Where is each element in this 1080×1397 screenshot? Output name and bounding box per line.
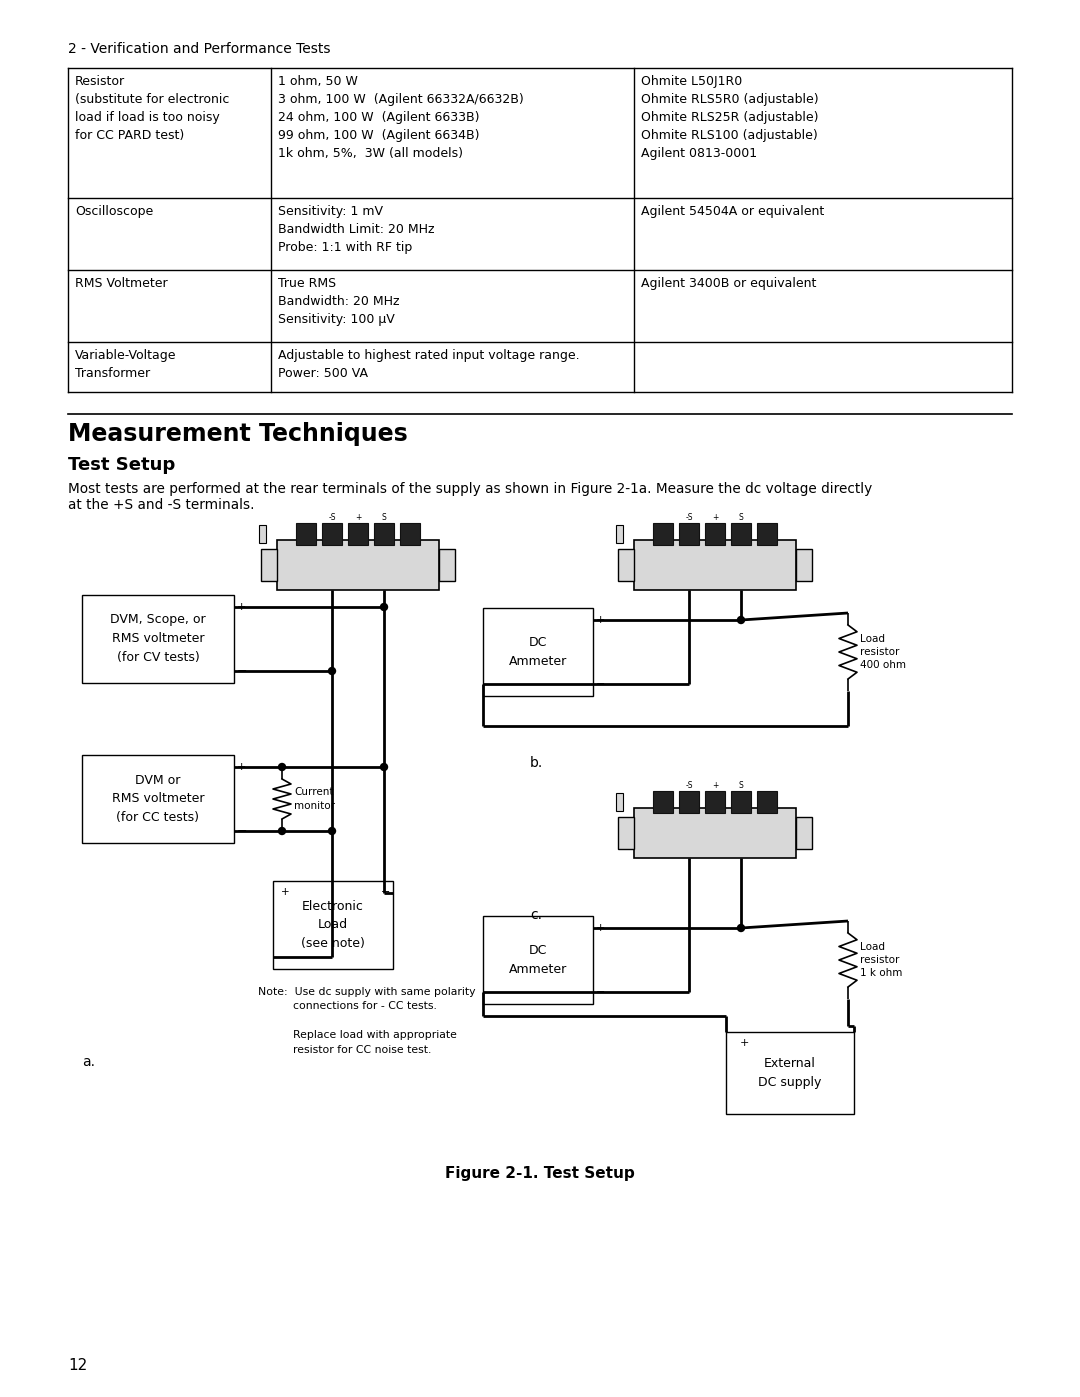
Text: +: + (237, 602, 246, 612)
Circle shape (738, 616, 744, 623)
Bar (653, 791, 673, 813)
Text: −: − (596, 988, 606, 997)
Text: Variable-Voltage
Transformer: Variable-Voltage Transformer (75, 349, 176, 380)
Bar (374, 522, 394, 545)
Text: Load
resistor
1 k ohm: Load resistor 1 k ohm (860, 942, 903, 978)
Text: DVM, Scope, or
RMS voltmeter
(for CV tests): DVM, Scope, or RMS voltmeter (for CV tes… (110, 613, 206, 665)
Text: Most tests are performed at the rear terminals of the supply as shown in Figure : Most tests are performed at the rear ter… (68, 482, 873, 496)
Bar (634, 807, 796, 858)
Text: Current
monitor: Current monitor (294, 788, 335, 810)
Text: b.: b. (530, 756, 543, 770)
Text: True RMS
Bandwidth: 20 MHz
Sensitivity: 100 μV: True RMS Bandwidth: 20 MHz Sensitivity: … (278, 277, 400, 326)
Text: S: S (739, 513, 743, 522)
Bar (483, 916, 593, 1004)
Text: c.: c. (530, 908, 542, 922)
Text: -S: -S (328, 513, 336, 522)
Bar (82, 595, 234, 683)
Bar (400, 522, 420, 545)
Bar (653, 522, 673, 545)
Bar (483, 608, 593, 696)
Bar (731, 522, 751, 545)
Text: 2 - Verification and Performance Tests: 2 - Verification and Performance Tests (68, 42, 330, 56)
Bar (261, 549, 276, 581)
Bar (348, 522, 368, 545)
Text: −: − (596, 679, 606, 689)
Text: +: + (596, 615, 606, 624)
Bar (618, 817, 634, 849)
Text: at the +S and -S terminals.: at the +S and -S terminals. (68, 497, 255, 511)
Circle shape (328, 827, 336, 834)
Text: −: − (237, 665, 247, 678)
Text: 1 ohm, 50 W
3 ohm, 100 W  (Agilent 66332A/6632B)
24 ohm, 100 W  (Agilent 6633B)
: 1 ohm, 50 W 3 ohm, 100 W (Agilent 66332A… (278, 75, 524, 161)
Bar (276, 541, 438, 590)
Bar (757, 791, 777, 813)
Bar (259, 525, 266, 543)
Text: a.: a. (82, 1055, 95, 1069)
Circle shape (738, 925, 744, 932)
Circle shape (328, 668, 336, 675)
Bar (634, 541, 796, 590)
Bar (796, 549, 812, 581)
Bar (679, 522, 699, 545)
Text: -S: -S (685, 781, 692, 789)
Text: +: + (712, 781, 718, 789)
Text: Ohmite L50J1R0
Ohmite RLS5R0 (adjustable)
Ohmite RLS25R (adjustable)
Ohmite RLS1: Ohmite L50J1R0 Ohmite RLS5R0 (adjustable… (642, 75, 819, 161)
Text: +: + (237, 761, 246, 773)
Bar (618, 549, 634, 581)
Text: +: + (596, 923, 606, 933)
Bar (796, 817, 812, 849)
Text: RMS Voltmeter: RMS Voltmeter (75, 277, 167, 291)
Text: +: + (712, 513, 718, 522)
Bar (616, 525, 623, 543)
Text: -S: -S (685, 513, 692, 522)
Text: +: + (355, 513, 361, 522)
Text: DC
Ammeter: DC Ammeter (509, 636, 567, 668)
Circle shape (380, 604, 388, 610)
Bar (705, 522, 725, 545)
Bar (82, 754, 234, 842)
Text: Sensitivity: 1 mV
Bandwidth Limit: 20 MHz
Probe: 1:1 with RF tip: Sensitivity: 1 mV Bandwidth Limit: 20 MH… (278, 205, 434, 254)
Circle shape (279, 827, 285, 834)
Circle shape (380, 764, 388, 771)
Text: −: − (237, 824, 247, 837)
Bar (726, 1032, 854, 1113)
Text: Figure 2-1. Test Setup: Figure 2-1. Test Setup (445, 1166, 635, 1180)
Bar (705, 791, 725, 813)
Text: S: S (381, 513, 387, 522)
Text: S: S (739, 781, 743, 789)
Text: DVM or
RMS voltmeter
(for CC tests): DVM or RMS voltmeter (for CC tests) (111, 774, 204, 824)
Text: Measurement Techniques: Measurement Techniques (68, 422, 408, 446)
Text: −: − (381, 887, 390, 897)
Text: Agilent 3400B or equivalent: Agilent 3400B or equivalent (642, 277, 816, 291)
Text: +: + (281, 887, 289, 897)
Bar (296, 522, 316, 545)
Circle shape (279, 764, 285, 771)
Text: Load
resistor
400 ohm: Load resistor 400 ohm (860, 634, 906, 671)
Bar (679, 791, 699, 813)
Bar (731, 791, 751, 813)
Text: Oscilloscope: Oscilloscope (75, 205, 153, 218)
Text: Note:  Use dc supply with same polarity
          connections for - CC tests.

 : Note: Use dc supply with same polarity c… (258, 988, 475, 1055)
Text: Electronic
Load
(see note): Electronic Load (see note) (301, 900, 365, 950)
Text: Agilent 54504A or equivalent: Agilent 54504A or equivalent (642, 205, 825, 218)
Text: DC
Ammeter: DC Ammeter (509, 944, 567, 977)
Bar (616, 793, 623, 812)
Text: 12: 12 (68, 1358, 87, 1373)
Text: +: + (740, 1038, 750, 1048)
Bar (438, 549, 455, 581)
Bar (322, 522, 342, 545)
Bar (273, 882, 393, 970)
Text: Adjustable to highest rated input voltage range.
Power: 500 VA: Adjustable to highest rated input voltag… (278, 349, 580, 380)
Text: Test Setup: Test Setup (68, 455, 175, 474)
Text: External
DC supply: External DC supply (758, 1058, 822, 1090)
Text: Resistor
(substitute for electronic
load if load is too noisy
for CC PARD test): Resistor (substitute for electronic load… (75, 75, 229, 142)
Bar (757, 522, 777, 545)
